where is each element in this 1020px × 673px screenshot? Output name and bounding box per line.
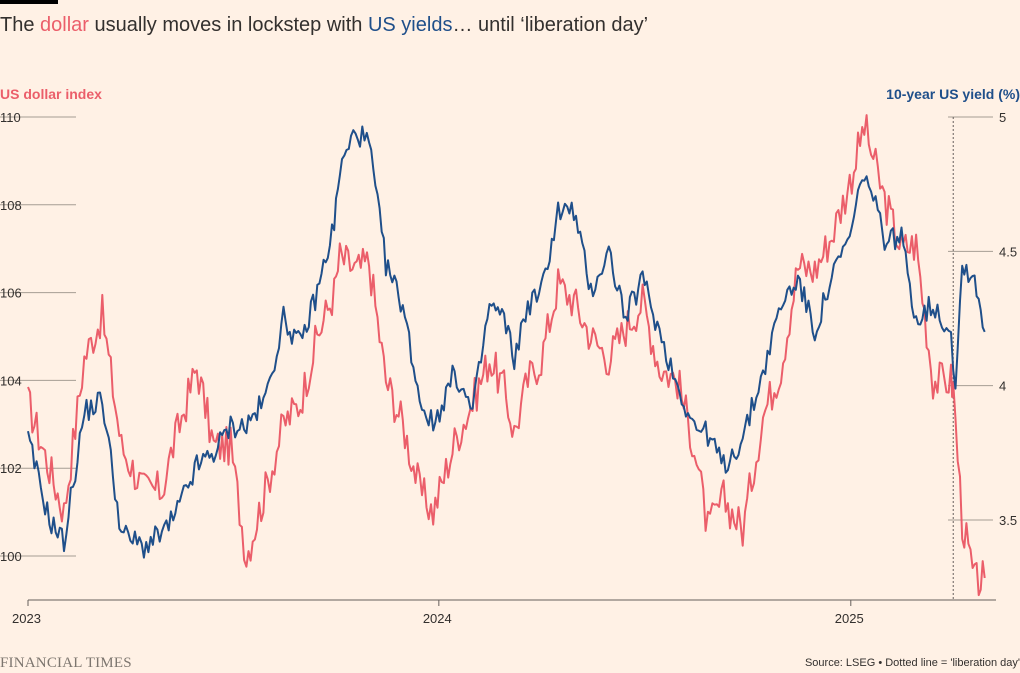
x-tick-label: 2024 bbox=[423, 611, 452, 626]
left-tick-label: 110 bbox=[0, 110, 21, 125]
left-tick-label: 104 bbox=[0, 373, 22, 388]
title-mid: usually moves in lockstep with bbox=[88, 14, 368, 36]
right-gridlines: 3.5 4 4.5 5 bbox=[948, 110, 1017, 528]
left-tick-label: 100 bbox=[0, 549, 22, 564]
yield-series-line bbox=[27, 125, 986, 559]
source-note: Source: LSEG • Dotted line = 'liberation… bbox=[804, 657, 1020, 669]
left-tick-label: 108 bbox=[0, 198, 22, 213]
left-axis-title: US dollar index bbox=[0, 86, 102, 102]
ft-logo: FINANCIAL TIMES bbox=[0, 655, 132, 671]
x-tick-label: 2023 bbox=[12, 611, 41, 626]
title-yields: US yields bbox=[367, 14, 453, 36]
title-pre: The bbox=[0, 14, 41, 36]
x-axis: 2023 2024 2025 bbox=[12, 599, 996, 626]
right-axis-title: 10-year US yield (%) bbox=[886, 86, 1020, 102]
chart-title: The dollar usually moves in lockstep wit… bbox=[0, 14, 648, 37]
left-gridlines: 100 102 104 106 108 110 bbox=[0, 110, 76, 564]
left-tick-label: 106 bbox=[0, 286, 22, 301]
right-tick-label: 3.5 bbox=[999, 513, 1017, 528]
ft-top-bar bbox=[0, 0, 58, 4]
left-tick-label: 102 bbox=[0, 461, 22, 476]
title-dollar: dollar bbox=[40, 14, 89, 36]
right-tick-label: 4 bbox=[999, 379, 1006, 394]
dollar-series-line bbox=[27, 114, 986, 597]
right-tick-label: 5 bbox=[999, 110, 1006, 125]
series-lines bbox=[27, 114, 986, 600]
right-tick-label: 4.5 bbox=[999, 244, 1017, 259]
title-post: … until ‘liberation day’ bbox=[452, 14, 649, 36]
x-tick-label: 2025 bbox=[835, 611, 864, 626]
